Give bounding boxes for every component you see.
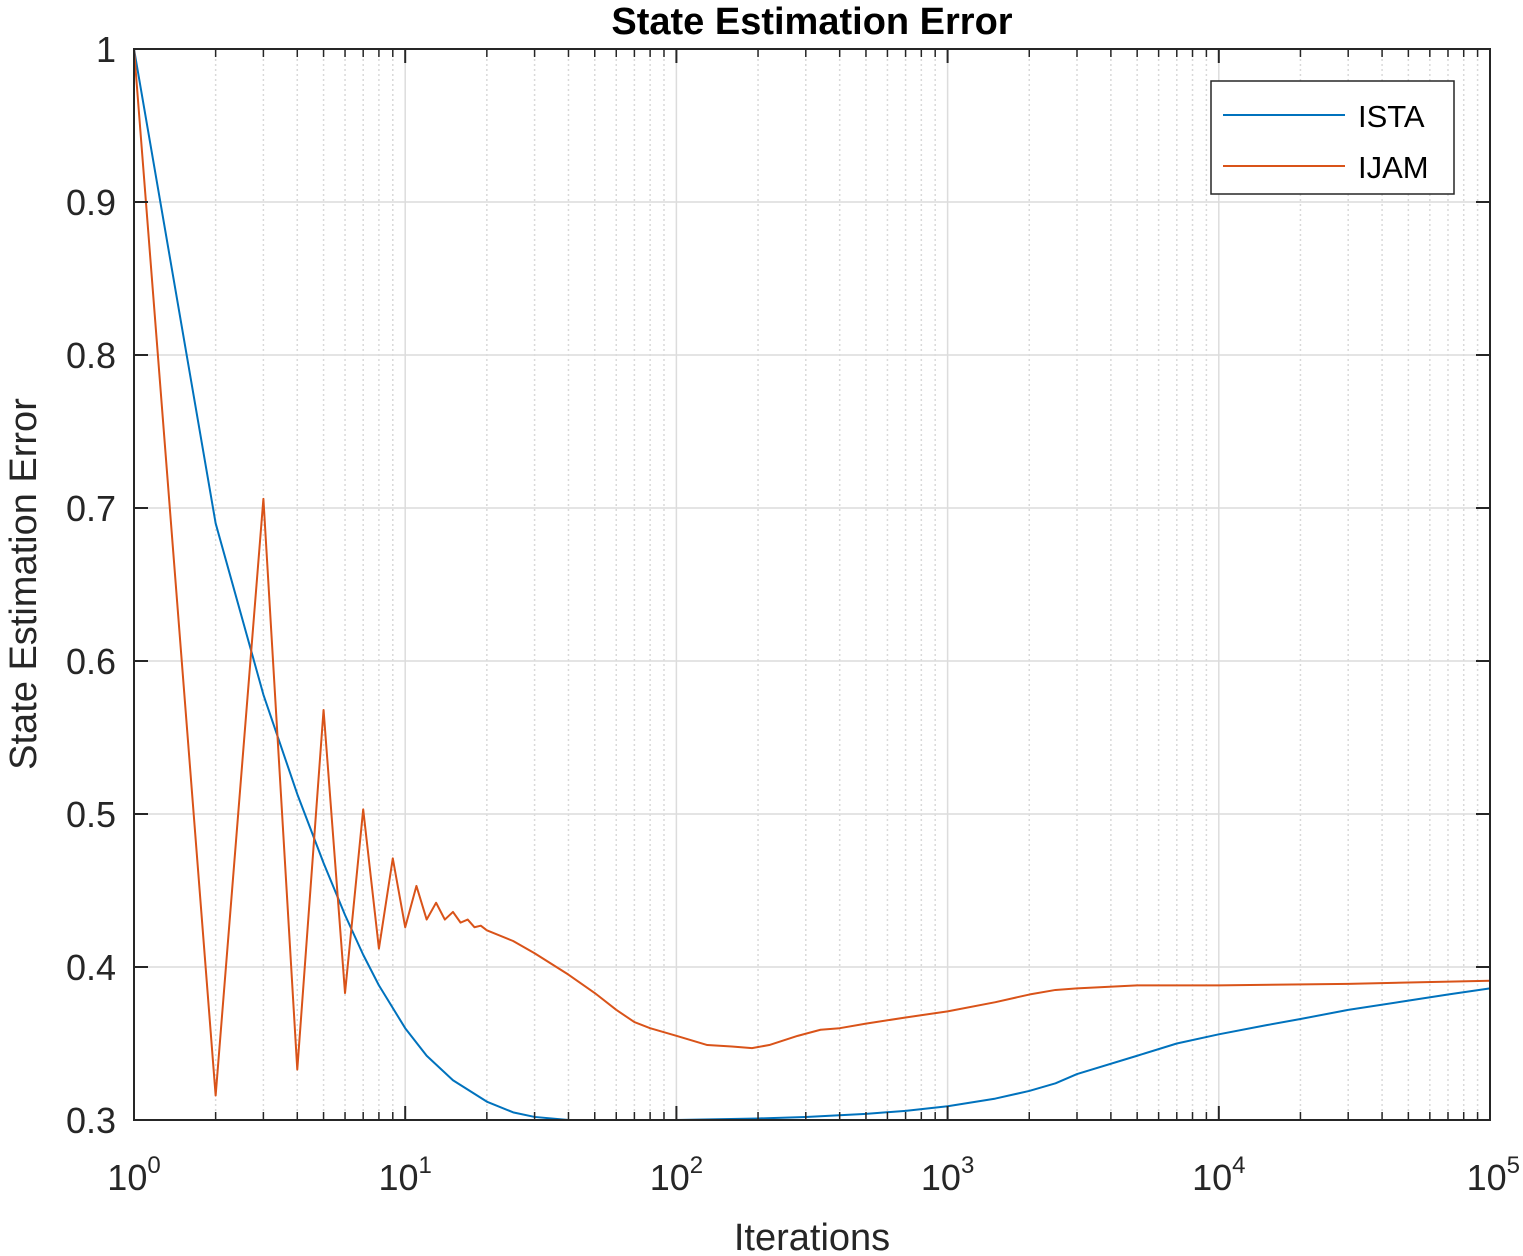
y-tick-label: 0.3	[66, 1100, 116, 1141]
plot-area	[134, 49, 1490, 1120]
legend-label-ijam: IJAM	[1358, 150, 1429, 185]
y-tick-label: 0.8	[66, 335, 116, 376]
plot-frame	[133, 48, 1491, 1121]
y-tick-label: 0.5	[66, 794, 116, 835]
x-tick-label: 103	[921, 1152, 974, 1198]
legend-box	[1210, 80, 1455, 195]
x-axis-label: Iterations	[734, 1217, 890, 1256]
legend-label-ista: ISTA	[1358, 99, 1425, 134]
minor-gridlines	[214, 49, 1479, 1120]
y-tick-labels: 0.3 0.4 0.5 0.6 0.7 0.8 0.9 1	[66, 29, 116, 1141]
x-tick-labels: 100 101 102 103 104 105	[107, 1152, 1520, 1198]
y-tick-label: 0.7	[66, 488, 116, 529]
x-tick-label: 105	[1467, 1152, 1520, 1198]
y-tick-label: 0.9	[66, 182, 116, 223]
y-tick-label: 1	[96, 29, 116, 70]
x-tick-label: 104	[1192, 1152, 1245, 1198]
legend: ISTA IJAM	[1210, 80, 1455, 195]
y-axis-label: State Estimation Error	[3, 398, 45, 770]
x-tick-label: 102	[650, 1152, 703, 1198]
y-tick-label: 0.6	[66, 641, 116, 682]
chart-title: State Estimation Error	[611, 1, 1012, 43]
x-tick-label: 101	[378, 1152, 431, 1198]
y-tick-label: 0.4	[66, 947, 116, 988]
tick-marks	[133, 48, 1491, 1121]
series-line-ijam	[133, 48, 1491, 1097]
x-tick-label: 100	[107, 1152, 160, 1198]
